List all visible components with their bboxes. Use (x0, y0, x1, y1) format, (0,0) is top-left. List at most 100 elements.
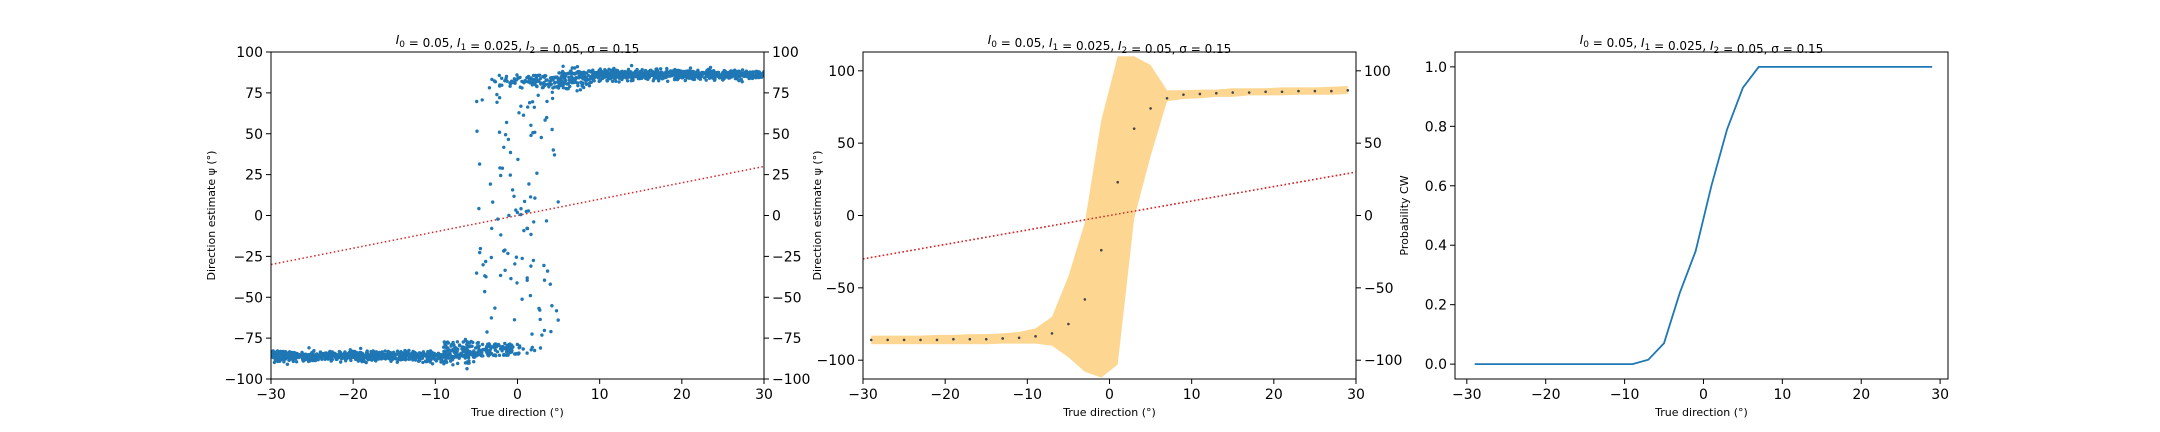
right-y-tick-label: 0 (772, 209, 781, 225)
scatter-point (535, 78, 539, 83)
scatter-point (522, 228, 526, 233)
scatter-point (553, 76, 558, 80)
y-tick-label: 25 (245, 168, 263, 184)
x-tick-label: 30 (755, 387, 773, 403)
y-tick-label: −50 (825, 281, 855, 297)
scatter-point (293, 357, 298, 361)
scatter-point (308, 359, 312, 363)
scatter-point (308, 355, 313, 359)
scatter-point (520, 297, 524, 301)
mean-point (935, 338, 939, 342)
scatter-point (504, 76, 508, 81)
scatter-point (623, 73, 627, 78)
reference-line-top (863, 171, 1356, 260)
scatter-point (503, 248, 507, 252)
scatter-point (535, 171, 539, 175)
right-y-tick-label: −100 (772, 372, 810, 388)
scatter-point (408, 353, 413, 357)
scatter-point (498, 273, 503, 278)
scatter-point (538, 308, 542, 312)
scatter-point (307, 346, 311, 350)
scatter-point (592, 79, 596, 83)
scatter-point (499, 233, 503, 237)
scatter-point (443, 342, 447, 346)
scatter-point (531, 131, 535, 135)
scatter-point (545, 269, 550, 273)
scatter-point (530, 83, 534, 87)
x-tick-label: −20 (1531, 387, 1561, 403)
scatter-point (592, 70, 597, 75)
scatter-point (497, 96, 502, 100)
y-tick-label: 0.2 (1425, 298, 1447, 314)
scatter-point (343, 352, 347, 356)
scatter-point (528, 293, 533, 298)
y-tick-label: 0 (846, 209, 855, 225)
scatter-point (547, 85, 551, 89)
scatter-point (340, 356, 345, 360)
right-y-tick-label: 50 (1364, 136, 1382, 152)
scatter-point (353, 350, 357, 355)
scatter-point (451, 355, 456, 359)
scatter-point (612, 75, 617, 80)
scatter-point (746, 74, 750, 78)
scatter-point (508, 173, 512, 177)
x-tick-label: 20 (1852, 387, 1870, 403)
mean-point (902, 338, 906, 342)
axes-frame (270, 51, 765, 380)
scatter-point (508, 350, 512, 355)
scatter-point (514, 255, 519, 259)
scatter-point (287, 358, 291, 362)
scatter-point (365, 356, 370, 361)
scatter-point (377, 356, 381, 361)
x-tick-label: −20 (930, 387, 960, 403)
mean-point (1067, 322, 1070, 326)
scatter-point (525, 278, 529, 282)
scatter-point (477, 162, 482, 166)
scatter-point (542, 263, 546, 268)
scatter-point (531, 73, 536, 78)
scatter-point (458, 344, 462, 348)
scatter-point (481, 263, 485, 267)
scatter-point (575, 81, 580, 85)
scatter-point (287, 350, 292, 354)
scatter-point (529, 123, 533, 128)
scatter-point (325, 354, 329, 358)
scatter-point (517, 346, 521, 350)
scatter-point (756, 74, 761, 78)
scatter-point (441, 355, 446, 359)
plot-area-3 (1474, 66, 1933, 365)
scatter-point (500, 76, 504, 81)
scatter-point (508, 84, 512, 88)
x-tick-label: 10 (1773, 387, 1791, 403)
scatter-point (379, 351, 383, 355)
y-axis-label: Direction estimate ψ (°) (205, 151, 218, 281)
scatter-point (525, 351, 529, 355)
scatter-point (688, 66, 693, 70)
scatter-point (533, 82, 537, 86)
scatter-point (274, 358, 278, 362)
scatter-point (565, 87, 569, 91)
scatter-point (629, 70, 633, 74)
scatter-point (446, 353, 450, 357)
y-tick-label: 50 (245, 127, 263, 143)
x-tick-label: 0 (513, 387, 522, 403)
scatter-point (499, 173, 503, 178)
scatter-point (552, 81, 557, 85)
scatter-point (521, 113, 526, 117)
mean-point (1215, 91, 1218, 95)
scatter-point (615, 73, 620, 77)
scatter-point (384, 353, 388, 357)
chart-title: I0 = 0.05, I1 = 0.025, I2 = 0.05, σ = 0.… (1580, 33, 1824, 56)
x-axis-label: True direction (°) (1654, 406, 1748, 419)
scatter-point (542, 278, 547, 282)
mean-point (1149, 107, 1152, 110)
mean-point (1330, 89, 1333, 93)
scatter-point (283, 354, 288, 359)
scatter-point (498, 166, 502, 170)
y-tick-label: 0 (254, 209, 263, 225)
scatter-point (488, 349, 492, 353)
scatter-point (374, 355, 379, 359)
scatter-point (454, 346, 458, 350)
scatter-point (498, 83, 502, 87)
scatter-point (743, 70, 747, 75)
